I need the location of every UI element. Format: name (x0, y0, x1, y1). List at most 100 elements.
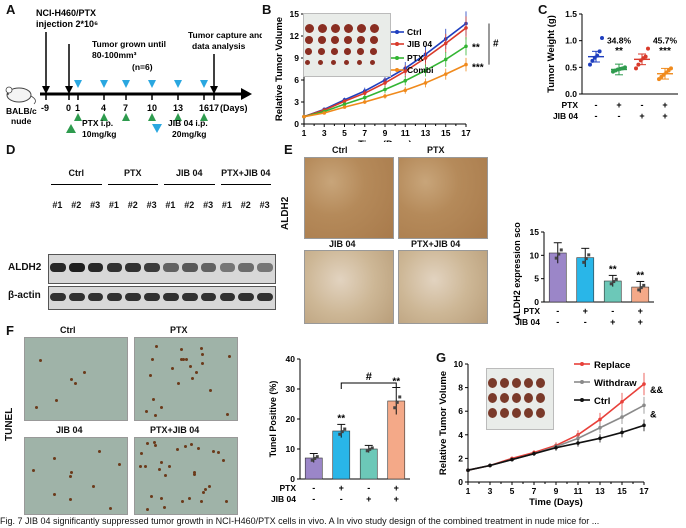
x-tick-label: 11 (574, 486, 583, 496)
tumor-thumb (500, 408, 509, 418)
tumor-thumb (524, 408, 533, 418)
sig-replace: && (650, 385, 663, 395)
tunel-positive-cell (159, 497, 163, 501)
bar-point (398, 395, 402, 399)
y-tick-label: 10 (530, 250, 540, 260)
ihc-image-combo (398, 250, 488, 324)
treatment-mark: - (556, 306, 559, 316)
bar-point (313, 456, 317, 460)
tunel-positive-cell (193, 470, 197, 474)
tunel-positive-cell (202, 491, 206, 495)
tunel-positive-cell (52, 457, 56, 461)
series-point (620, 399, 624, 404)
tunel-title-ctrl: Ctrl (60, 325, 76, 335)
tumor-thumb (488, 408, 497, 418)
series-point (423, 81, 428, 85)
x-tick-label: 15 (617, 486, 627, 496)
series-point (403, 69, 408, 73)
series-point (302, 114, 306, 119)
tumor-weight-chart: 0.0 0.5 1.0 1.5 Tumor Weight (g) 34.8%** 45.7%… (546, 9, 678, 121)
beta-actin-row-label: β-actin (8, 290, 41, 301)
blot-lane-label: #2 (127, 200, 138, 210)
panel-label-f: F (6, 323, 14, 338)
treatment-row-label: JIB 04 (553, 111, 578, 121)
tunel-positive-cell (146, 508, 150, 512)
jib04-dose-marker (122, 80, 130, 88)
y-tick-label: 15 (530, 227, 540, 237)
ptx-dose-marker (174, 113, 182, 121)
ptx-legend-triangle (66, 124, 76, 133)
tunel-positive-cell (154, 413, 158, 417)
tunel-positive-cell (69, 378, 73, 382)
series-point (598, 425, 602, 430)
tunel-positive-cell (74, 382, 78, 386)
tunel-positive-cell (53, 493, 57, 497)
tumor-thumb (331, 36, 339, 44)
tunel-side-label: TUNEL (4, 407, 15, 441)
x-tick-label: 5 (342, 128, 347, 138)
x-tick-label: 17 (461, 128, 471, 138)
day-label: 7 (123, 103, 128, 113)
jib-dose-line1: JIB 04 i.p. (168, 118, 208, 128)
series-point (383, 94, 387, 98)
panel-label-c: C (538, 2, 548, 17)
jib04-dose-marker (74, 80, 82, 88)
aldh2-band (200, 263, 217, 272)
weight-point (643, 54, 648, 59)
y-axis-label: Tumor Weight (g) (546, 15, 557, 93)
series-point (620, 430, 624, 435)
y-tick-label: 8 (458, 383, 463, 393)
treatment-mark: - (595, 111, 598, 121)
x-tick-label: 3 (488, 486, 493, 496)
beta-actin-band (257, 293, 273, 301)
sig-withdraw: & (650, 410, 657, 420)
comparison-bracket (340, 382, 397, 389)
y-axis-label: ALDH2 expression score (512, 222, 522, 320)
treatment-mark: + (662, 100, 667, 110)
day-label: 13 (173, 103, 183, 113)
tumor-thumb (305, 60, 311, 66)
x-tick-label: 1 (466, 486, 471, 496)
weight-point (634, 66, 638, 71)
series-point (642, 403, 646, 408)
tumor-thumb (370, 60, 376, 66)
tumor-thumb (344, 60, 350, 66)
x-tick-label: 13 (421, 128, 431, 138)
grown-label-line2: 80-100mm³ (92, 50, 137, 60)
bar-point (637, 288, 641, 292)
bar-point (338, 432, 342, 436)
y-tick-label: 0 (458, 477, 463, 487)
tunel-positive-cell (140, 451, 144, 455)
blot-group-label: PTX (123, 168, 142, 178)
mouse-label-line1: BALB/c (6, 106, 37, 116)
ptx-dose-marker (148, 113, 156, 121)
aldh2-band (238, 263, 255, 272)
y-tick-label: 3 (294, 97, 299, 107)
ptx-dose-line2: 10mg/kg (82, 129, 117, 139)
inject-label-line2: injection 2*10⁶ (36, 19, 98, 29)
treatment-mark: + (394, 494, 399, 504)
bar-point (393, 406, 397, 410)
treatment-mark: - (312, 483, 315, 493)
mouse-icon (5, 86, 36, 105)
tunel-positive-cell (97, 449, 101, 453)
tunel-positive-cell (164, 474, 168, 478)
y-tick-label: 5 (534, 274, 539, 284)
x-tick-label: 11 (401, 128, 410, 138)
tunel-positive-cell (168, 465, 172, 469)
bar (359, 448, 378, 480)
y-tick-label: 0.0 (565, 89, 577, 99)
y-axis-label: Relative Tumor Volume (274, 17, 285, 121)
tumor-thumb (512, 378, 521, 388)
tunel-positive-cell (149, 373, 153, 377)
panel-label-d: D (6, 142, 16, 157)
tumor-thumb (331, 60, 337, 66)
beta-actin-band (200, 293, 217, 301)
series-point (464, 44, 468, 49)
series-point (598, 436, 602, 441)
legend-marker (580, 398, 584, 402)
treatment-row-label: PTX (523, 306, 540, 316)
tunel-positive-cell (54, 398, 58, 402)
tunel-positive-cell (92, 484, 95, 488)
